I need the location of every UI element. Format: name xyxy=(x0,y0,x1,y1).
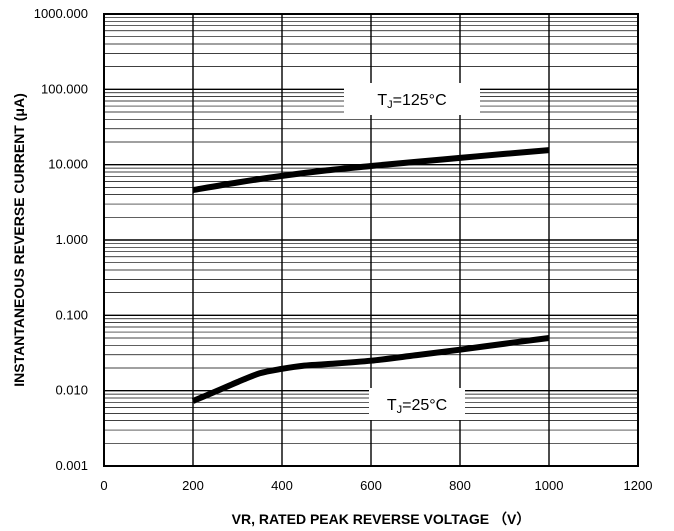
annotation-label: TJ=125°C xyxy=(377,92,446,111)
series-layer xyxy=(191,147,550,404)
annotation-label: TJ=25°C xyxy=(387,397,447,416)
annotation-box xyxy=(369,388,465,420)
y-tick-labels: 0.001 0.010 0.100 1.000 10.000 100.000 1000.00… xyxy=(34,6,88,473)
plot-frame xyxy=(103,13,639,467)
x-tick-labels: 0 200 400 600 800 1000 1200 xyxy=(100,478,652,493)
x-tick-label: 800 xyxy=(449,478,471,493)
y-tick-label: 0.010 xyxy=(55,383,88,398)
annotation-box xyxy=(344,83,480,115)
x-tick-label: 600 xyxy=(360,478,382,493)
y-axis-title: INSTANTANEOUS REVERSE CURRENT (μA) xyxy=(11,93,27,387)
x-tick-label: 1200 xyxy=(624,478,653,493)
x-tick-label: 400 xyxy=(271,478,293,493)
x-axis-title: VR, RATED PEAK REVERSE VOLTAGE （V） xyxy=(232,511,531,527)
y-tick-label: 0.100 xyxy=(55,307,88,322)
series-line-tj-125c xyxy=(192,147,550,194)
y-tick-label: 1000.000 xyxy=(34,6,88,21)
y-tick-label: 100.000 xyxy=(41,81,88,96)
series-line-tj-25c xyxy=(191,335,550,404)
y-tick-label: 1.000 xyxy=(55,232,88,247)
x-tick-label: 200 xyxy=(182,478,204,493)
y-tick-label: 0.001 xyxy=(55,458,88,473)
y-tick-label: 10.000 xyxy=(48,157,88,172)
annotations-layer: TJ=125°C TJ=25°C xyxy=(344,83,480,420)
x-tick-label: 1000 xyxy=(535,478,564,493)
x-tick-label: 0 xyxy=(100,478,107,493)
